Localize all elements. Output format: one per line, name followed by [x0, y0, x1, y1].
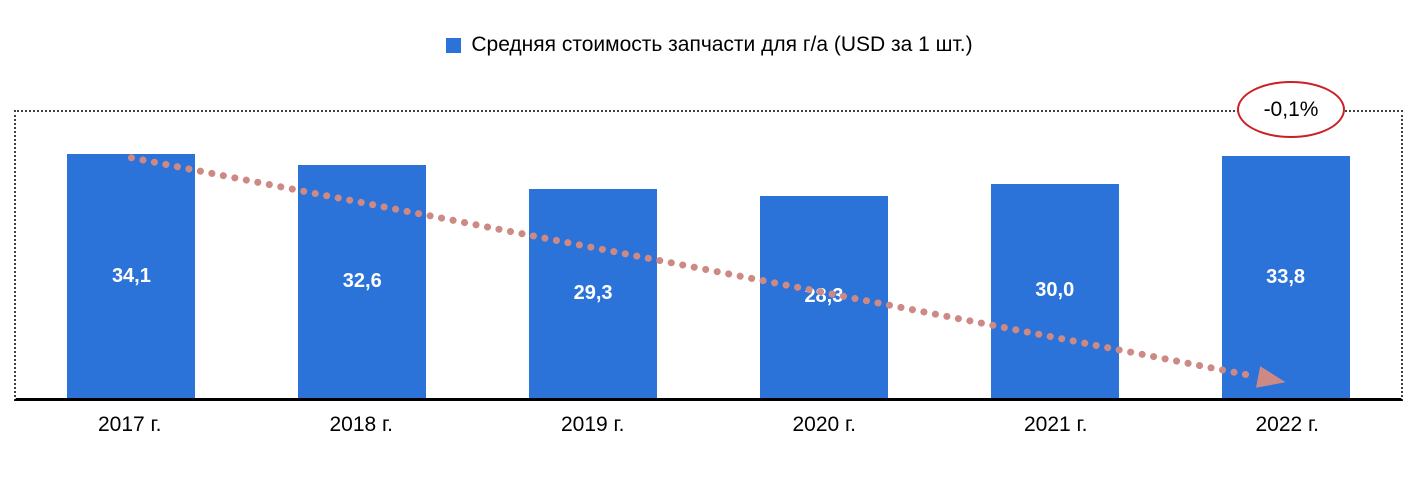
bar-2017 г.: 34,1: [67, 154, 196, 398]
x-axis-label: 2020 г.: [792, 413, 856, 436]
bar-value-label: 28,3: [804, 285, 844, 308]
x-axis-labels: 2017 г. 2018 г. 2019 г. 2020 г. 2021 г. 2022 …: [14, 413, 1403, 437]
x-axis-label: 2018 г.: [329, 413, 393, 436]
bars-layer: 34,1 32,6 29,3 28,3 30,0 33,8: [16, 112, 1401, 398]
bar-2021 г.: 30,0: [990, 183, 1119, 398]
bar-2020 г.: 28,3: [759, 195, 888, 398]
bar-value-label: 30,0: [1035, 279, 1075, 302]
legend-label: Средняя стоимость запчасти для г/а (USD …: [471, 33, 973, 56]
x-axis-label: 2022 г.: [1255, 413, 1319, 436]
x-axis-label: 2021 г.: [1024, 413, 1088, 436]
bar-2019 г.: 29,3: [529, 188, 658, 398]
legend-marker-icon: [446, 37, 462, 53]
bar-value-label: 34,1: [111, 264, 151, 287]
bar-value-label: 33,8: [1266, 265, 1306, 288]
bar-value-label: 29,3: [573, 281, 613, 304]
bar-value-label: 32,6: [342, 269, 382, 292]
bar-2022 г.: 33,8: [1221, 156, 1350, 398]
legend: Средняя стоимость запчасти для г/а (USD …: [0, 33, 1419, 57]
plot-area: 34,1 32,6 29,3 28,3 30,0 33,8: [14, 110, 1403, 401]
bar-2018 г.: 32,6: [298, 164, 427, 398]
x-axis-label: 2019 г.: [561, 413, 625, 436]
annotation-ellipse: -0,1%: [1237, 81, 1345, 138]
annotation-label: -0,1%: [1263, 97, 1319, 121]
x-axis-label: 2017 г.: [98, 413, 162, 436]
